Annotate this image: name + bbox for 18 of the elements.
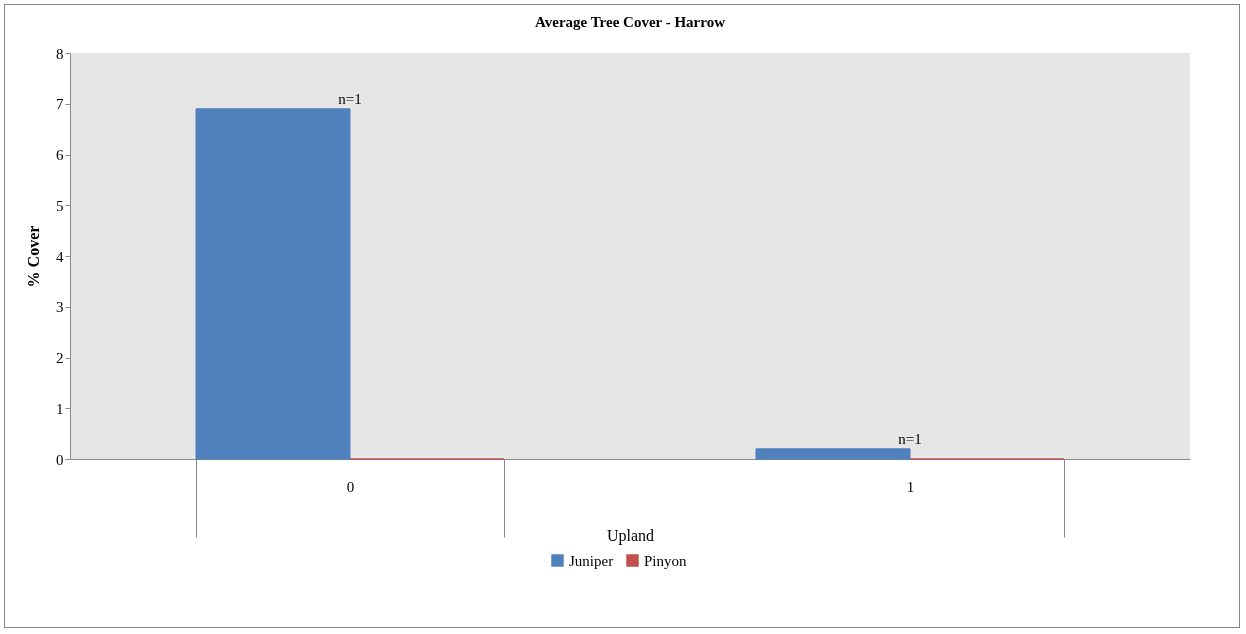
annotation: n=1 xyxy=(338,90,362,107)
y-axis-title: % Cover xyxy=(25,225,42,288)
chart-title: Average Tree Cover - Harrow xyxy=(535,14,726,30)
legend-label: Juniper xyxy=(569,552,614,569)
y-tick-label: 0 xyxy=(56,451,64,468)
y-tick-label: 8 xyxy=(56,45,64,62)
legend-label: Pinyon xyxy=(644,552,688,569)
y-tick-label: 1 xyxy=(56,400,64,417)
annotation: n=1 xyxy=(898,430,922,447)
y-tick-label: 2 xyxy=(56,350,64,366)
bar xyxy=(755,448,911,460)
y-tick-label: 6 xyxy=(56,147,64,163)
x-axis-title: Upland xyxy=(606,527,655,545)
bar xyxy=(195,108,351,460)
y-tick-label: 7 xyxy=(56,96,64,113)
y-tick-label: 5 xyxy=(56,197,64,214)
y-tick-label: 3 xyxy=(56,299,64,316)
y-tick-label: 4 xyxy=(56,248,64,265)
